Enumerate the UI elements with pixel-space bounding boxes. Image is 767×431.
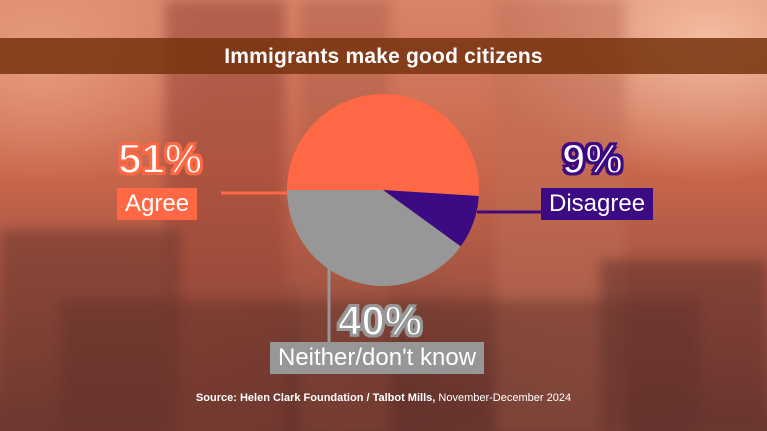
disagree-percent: 9% — [561, 135, 624, 182]
background-building — [0, 230, 180, 431]
pie-slice-neither — [287, 190, 461, 286]
source-period: November-December 2024 — [438, 392, 572, 404]
agree-label: Agree — [117, 188, 198, 220]
neither-percent: 40% — [337, 297, 423, 344]
pie-slice-agree — [287, 94, 479, 197]
source-prefix: Source: — [195, 392, 237, 404]
pie-slice-disagree — [383, 190, 479, 247]
title-bar — [0, 38, 767, 74]
source-note: Source: Helen Clark Foundation / Talbot … — [0, 392, 767, 404]
source-organization: Helen Clark Foundation / Talbot Mills, — [239, 392, 436, 404]
agree-percent: 51% — [117, 135, 203, 182]
neither-label: Neither/don't know — [270, 342, 485, 374]
chart-title: Immigrants make good citizens — [224, 45, 543, 68]
background-building — [600, 260, 767, 431]
disagree-label: Disagree — [541, 188, 654, 220]
